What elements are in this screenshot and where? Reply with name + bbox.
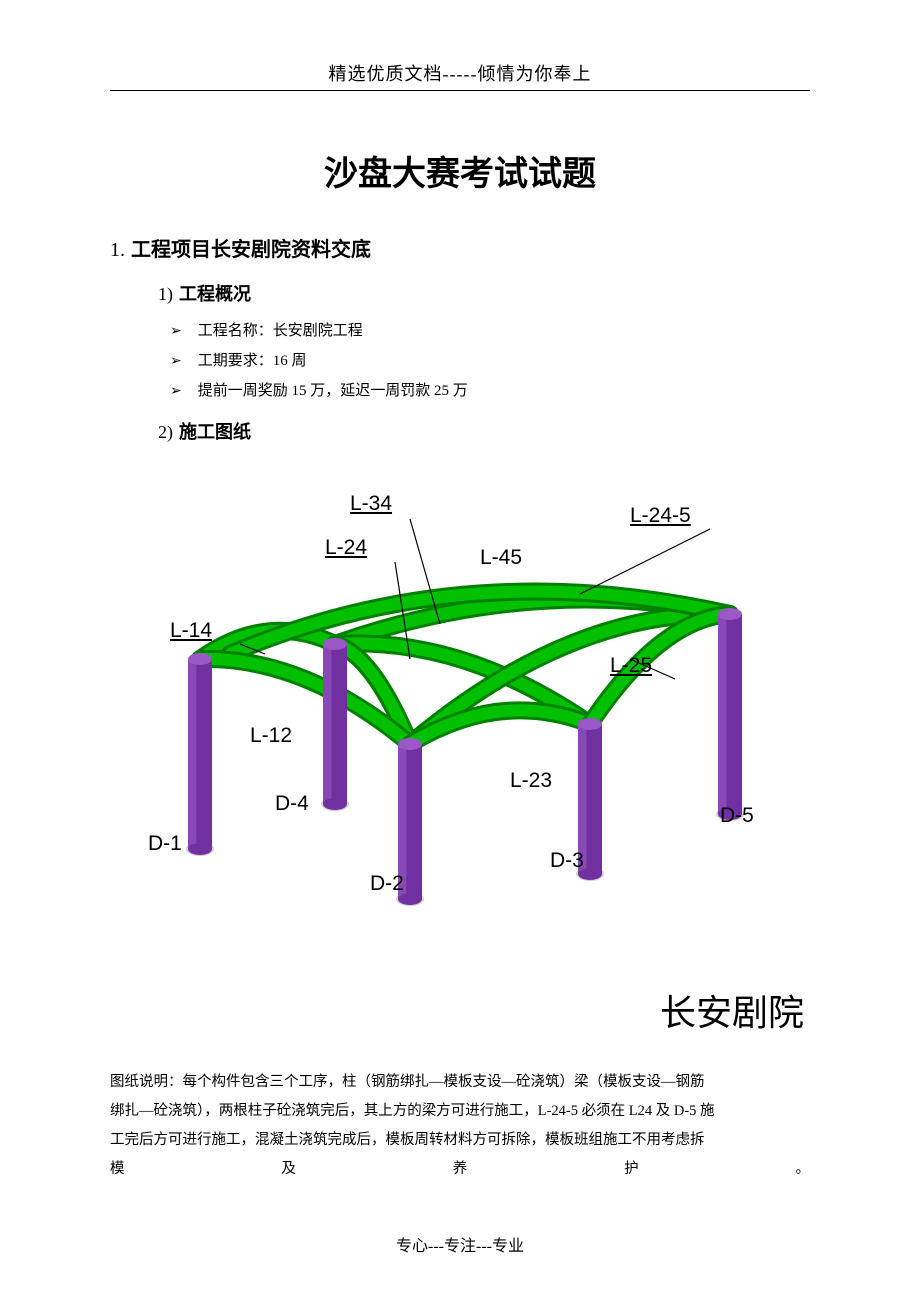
description-frag: 及	[281, 1155, 296, 1184]
subsection-2-text: 施工图纸	[179, 422, 251, 442]
diagram-label: D-3	[550, 849, 584, 873]
diagram-label: L-45	[480, 546, 522, 570]
diagram-label: L-34	[350, 492, 392, 516]
header-text: 精选优质文档-----倾情为你奉上	[110, 60, 810, 86]
diagram-label: L-14	[170, 619, 212, 643]
diagram-label: D-1	[148, 832, 182, 856]
bullet-item: ➢ 提前一周奖励 15 万，延迟一周罚款 25 万	[170, 376, 810, 406]
bullet-text: 提前一周奖励 15 万，延迟一周罚款 25 万	[198, 376, 468, 406]
bullet-item: ➢ 工程名称：长安剧院工程	[170, 316, 810, 346]
diagram-label: D-5	[720, 804, 754, 828]
diagram-label: L-24	[325, 536, 367, 560]
subsection-1-num: 1)	[158, 284, 173, 304]
bullet-arrow-icon: ➢	[170, 318, 182, 346]
diagram-label: L-25	[610, 654, 652, 678]
bullet-item: ➢ 工期要求：16 周	[170, 346, 810, 376]
bullet-arrow-icon: ➢	[170, 378, 182, 406]
subsection-2-num: 2)	[158, 422, 173, 442]
diagram-svg	[110, 484, 810, 944]
diagram: L-34 L-24 L-45 L-24-5 L-14 L-25 L-12 L-23 D-4 D-1…	[110, 484, 810, 944]
section-1-text: 工程项目长安剧院资料交底	[131, 239, 371, 261]
description-line: 工完后方可进行施工，混凝土浇筑完成后，模板周转材料方可拆除，模板班组施工不用考虑…	[110, 1126, 810, 1155]
bullet-arrow-icon: ➢	[170, 348, 182, 376]
bullet-text: 工期要求：16 周	[198, 346, 307, 376]
diagram-label: L-23	[510, 769, 552, 793]
page-title: 沙盘大赛考试试题	[110, 146, 810, 195]
description-frag: 护	[624, 1155, 639, 1184]
description-last-line: 模 及 养 护 。	[110, 1155, 810, 1184]
description-line: 绑扎—砼浇筑），两根柱子砼浇筑完后，其上方的梁方可进行施工，L-24-5 必须在…	[110, 1097, 810, 1126]
bullet-text: 工程名称：长安剧院工程	[198, 316, 363, 346]
diagram-label: L-24-5	[630, 504, 691, 528]
subsection-1-text: 工程概况	[179, 284, 251, 304]
subsection-2-heading: 2) 施工图纸	[158, 418, 810, 444]
section-1-num: 1.	[110, 239, 125, 261]
footer-text: 专心---专注---专业	[0, 1232, 920, 1256]
project-name: 长安剧院	[110, 984, 804, 1036]
header-divider	[110, 90, 810, 91]
description-frag: 养	[453, 1155, 468, 1184]
bullet-list: ➢ 工程名称：长安剧院工程 ➢ 工期要求：16 周 ➢ 提前一周奖励 15 万，延迟一周罚…	[170, 316, 810, 406]
diagram-label: D-4	[275, 792, 309, 816]
description-frag: 模	[110, 1155, 125, 1184]
diagram-label: D-2	[370, 872, 404, 896]
subsection-1-heading: 1) 工程概况	[158, 280, 810, 306]
diagram-label: L-12	[250, 724, 292, 748]
description: 图纸说明：每个构件包含三个工序，柱（钢筋绑扎—模板支设—砼浇筑）梁（模板支设—钢…	[110, 1068, 810, 1155]
description-frag: 。	[796, 1155, 811, 1184]
description-line: 图纸说明：每个构件包含三个工序，柱（钢筋绑扎—模板支设—砼浇筑）梁（模板支设—钢…	[110, 1068, 810, 1097]
section-1-heading: 1. 工程项目长安剧院资料交底	[110, 233, 810, 262]
